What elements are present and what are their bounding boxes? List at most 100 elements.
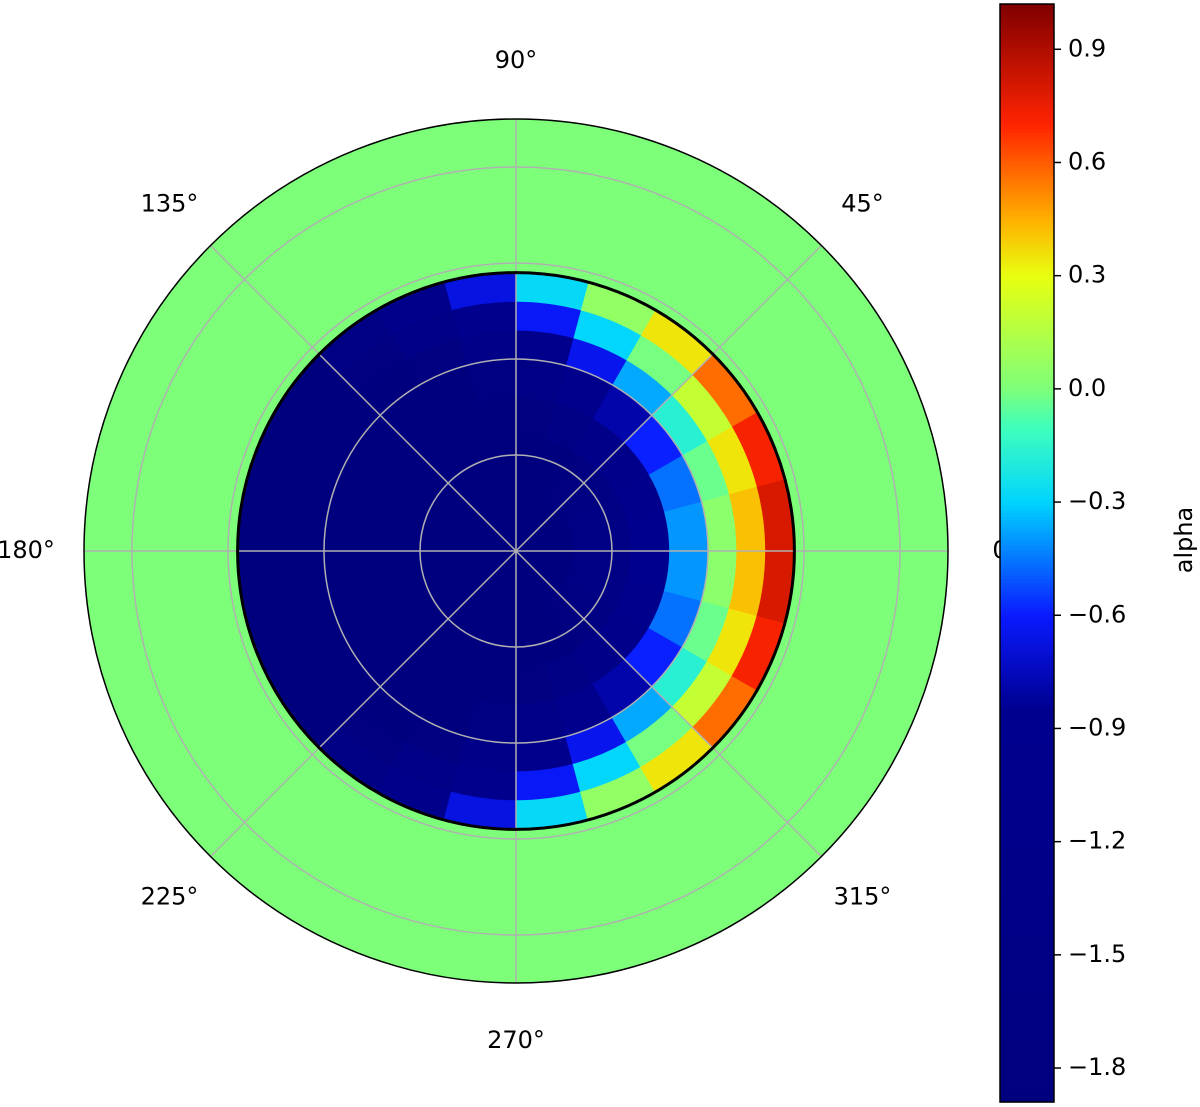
colorbar-segment [1000,988,1054,993]
colorbar-segment [1000,1050,1054,1056]
angle-label: 90° [495,46,538,74]
colorbar-segment [1000,875,1054,880]
colorbar-segment [1000,1083,1054,1088]
colorbar-segment [1000,413,1054,419]
angle-labels: 0°45°90°135°180°225°270°315° [0,46,1020,1054]
colorbar-segment [1000,252,1054,258]
colorbar-tick-label: −1.5 [1068,940,1126,968]
colorbar-segment [1000,326,1054,331]
colorbar-segment [1000,655,1054,660]
colorbar-segment [1000,728,1054,733]
colorbar-segment [1000,216,1054,221]
colorbar-segment [1000,677,1054,682]
colorbar-segment [1000,179,1054,184]
colorbar-segment [1000,973,1054,979]
colorbar-segment [1000,900,1054,905]
colorbar-segment [1000,487,1054,492]
colorbar-segment [1000,384,1054,389]
colorbar-segment [1000,337,1054,342]
colorbar-segment [1000,230,1054,236]
colorbar-segment [1000,560,1054,565]
colorbar-segment [1000,1010,1054,1015]
colorbar-segment [1000,106,1054,111]
colorbar-segment [1000,750,1054,755]
colorbar-segment [1000,542,1054,547]
angle-label: 180° [0,536,55,564]
colorbar-segment [1000,377,1054,382]
colorbar-segment [1000,289,1054,294]
colorbar-segment [1000,556,1054,561]
colorbar-segment [1000,827,1054,832]
colorbar-segment [1000,651,1054,657]
colorbar-segment [1000,1028,1054,1034]
colorbar-segment [1000,102,1054,108]
colorbar-segment [1000,787,1054,792]
colorbar-segment [1000,615,1054,620]
colorbar-segment [1000,633,1054,638]
colorbar-segment [1000,1098,1054,1103]
colorbar-segment [1000,959,1054,964]
colorbar-segment [1000,768,1054,774]
colorbar-segment [1000,948,1054,953]
colorbar-segment [1000,842,1054,847]
colorbar-segment [1000,428,1054,433]
colorbar-segment [1000,406,1054,411]
colorbar-segment [1000,695,1054,700]
colorbar-tick-label: −0.3 [1068,487,1126,515]
colorbar-tick-label: −1.8 [1068,1053,1126,1081]
colorbar-segment [1000,472,1054,477]
colorbar-segment [1000,168,1054,173]
colorbar-segment [1000,951,1054,957]
colorbar-segment [1000,801,1054,807]
colorbar-segment [1000,549,1054,554]
colorbar-segment [1000,596,1054,602]
colorbar-segment [1000,263,1054,269]
colorbar-segment [1000,509,1054,514]
colorbar-segment [1000,706,1054,711]
grid-spoke [209,550,517,858]
colorbar-segment [1000,922,1054,927]
colorbar-segment [1000,7,1054,12]
colorbar-segment [1000,798,1054,803]
colorbar-segment [1000,498,1054,503]
colorbar-segment [1000,479,1054,485]
colorbar-segment [1000,629,1054,635]
angle-label: 270° [487,1026,545,1054]
colorbar-segment [1000,582,1054,587]
colorbar-segment [1000,417,1054,422]
colorbar-segment [1000,11,1054,16]
colorbar-segment [1000,187,1054,192]
colorbar-segment [1000,937,1054,942]
colorbar-segment [1000,1076,1054,1081]
colorbar-segment [1000,604,1054,609]
colorbar-segment [1000,779,1054,785]
colorbar-segment [1000,809,1054,814]
colorbar-segment [1000,681,1054,686]
colorbar-frame [999,3,1055,1103]
colorbar-segment [1000,370,1054,375]
colorbar-segment [1000,446,1054,452]
colorbar-segment [1000,172,1054,177]
colorbar-segment [1000,640,1054,646]
colorbar-segment [1000,940,1054,946]
colorbar-segment [1000,318,1054,324]
colorbar-segment [1000,62,1054,67]
colorbar-segment [1000,1072,1054,1077]
colorbar-segment [1000,241,1054,247]
colorbar-segment [1000,648,1054,653]
colorbar-segment [1000,966,1054,971]
colorbar-segment [1000,322,1054,327]
colorbar-segment [1000,124,1054,130]
colorbar-segment [1000,908,1054,913]
colorbar-segment [1000,340,1054,345]
colorbar-segment [1000,457,1054,463]
colorbar-segment [1000,790,1054,796]
colorbar-segment [1000,69,1054,75]
colorbar-segment [1000,699,1054,704]
colorbar-segment [1000,355,1054,360]
colorbar-segment [1000,165,1054,170]
colorbar-segment [1000,995,1054,1001]
colorbar-segment [1000,271,1054,276]
colorbar-segment [1000,391,1054,397]
